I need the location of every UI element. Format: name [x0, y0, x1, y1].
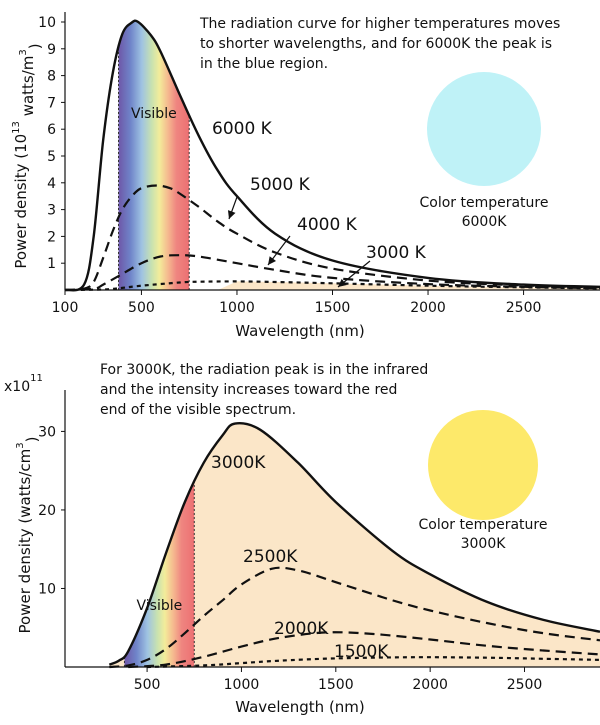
swatch-caption: Color temperature [419, 195, 548, 211]
x-axis-label: Wavelength (nm) [235, 698, 365, 716]
series-line [64, 254, 600, 292]
y-tick-label: 8 [47, 69, 56, 85]
color-swatch [428, 410, 538, 520]
x-tick-label: 2500 [506, 300, 542, 316]
x-tick-label: 2000 [410, 300, 446, 316]
annotation-line: in the blue region. [200, 56, 328, 72]
annotation-line: The radiation curve for higher temperatu… [199, 16, 560, 32]
series-label: 2500K [243, 547, 298, 567]
x-tick-label: 500 [134, 677, 161, 693]
annotation-line: to shorter wavelengths, and for 6000K th… [200, 36, 552, 52]
series-label: 3000 K [366, 243, 427, 263]
series-label: 5000 K [250, 175, 311, 195]
annotation-line: end of the visible spectrum. [100, 402, 296, 418]
series-line [64, 19, 600, 292]
x-tick-label: 2000 [412, 677, 448, 693]
swatch-caption: 6000K [462, 214, 508, 230]
series-label: 3000K [211, 453, 266, 473]
y-axis-label: Power density (1013 watts/m3) [11, 43, 44, 268]
series-line [147, 656, 600, 669]
y-tick-label: 3 [47, 203, 56, 219]
swatch-caption: 3000K [461, 536, 507, 552]
series-line [109, 566, 600, 669]
series-label: 4000 K [297, 215, 358, 235]
series-label: 6000 K [212, 119, 273, 139]
visible-label: Visible [136, 598, 182, 614]
x-tick-label: 1500 [315, 300, 351, 316]
arrowhead [338, 278, 347, 287]
x-tick-label: 1500 [318, 677, 354, 693]
y-tick-label: 9 [47, 42, 56, 58]
y-tick-label: 6 [47, 122, 56, 138]
chart-top: Visible 6000 K 5000 K 4000 K 3000 K 1 2 3 4 5 6 7 8 9… [11, 12, 600, 340]
y-tick-label: 10 [38, 15, 56, 31]
y-axis-label: Power density (watts/cm3) [15, 437, 41, 634]
x-tick-label: 500 [128, 300, 155, 316]
annotation-line: For 3000K, the radiation peak is in the … [100, 362, 428, 378]
y-tick-label: 1 [47, 256, 56, 272]
y-tick-label: 5 [47, 149, 56, 165]
y-tick-label: 30 [38, 424, 56, 440]
y-multiplier: x1011 [4, 373, 43, 395]
series-line [64, 280, 600, 292]
annotation-line: and the intensity increases toward the r… [100, 382, 397, 398]
x-tick-label: 2500 [507, 677, 543, 693]
visible-band [118, 20, 190, 290]
y-tick-label: 7 [47, 95, 56, 111]
series-label: 1500K [334, 642, 389, 662]
series-line [108, 422, 600, 666]
y-tick-label: 10 [38, 581, 56, 597]
uv-fill [109, 423, 125, 667]
arrowhead [227, 210, 236, 219]
x-tick-label: 1000 [224, 677, 260, 693]
series-line [128, 631, 600, 669]
x-tick-label: 1000 [219, 300, 255, 316]
visible-band [124, 423, 195, 667]
x-tick-label: 100 [52, 300, 79, 316]
swatch-caption: Color temperature [418, 517, 547, 533]
color-swatch [427, 72, 541, 186]
x-axis-label: Wavelength (nm) [235, 322, 365, 340]
series-label: 2000K [274, 619, 329, 639]
series-line [64, 184, 600, 292]
arrowhead [268, 256, 277, 265]
y-tick-label: 20 [38, 503, 56, 519]
y-tick-label: 2 [47, 229, 56, 245]
y-tick-label: 4 [47, 176, 56, 192]
visible-label: Visible [131, 106, 177, 122]
